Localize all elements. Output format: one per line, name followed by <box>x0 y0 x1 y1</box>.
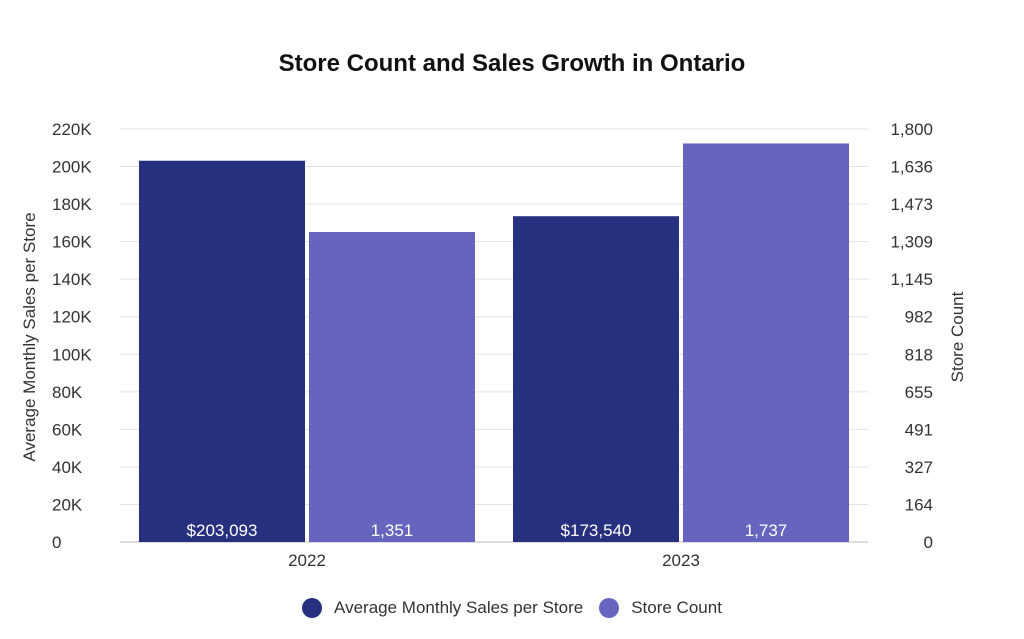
axis-ticks: 0 0 20K 164 40K 327 60K 491 80K 655 100K 818 120K 982… <box>52 120 933 570</box>
y-tick-label: 60K <box>52 420 83 439</box>
data-label: 1,737 <box>745 521 788 540</box>
y2-axis-title: Store Count <box>948 291 967 382</box>
y-tick-label: 120K <box>52 308 92 327</box>
data-label: 1,351 <box>371 521 414 540</box>
bar-sales-2022[interactable] <box>139 160 305 542</box>
data-label: $203,093 <box>187 521 258 540</box>
y-tick-label: 100K <box>52 345 92 364</box>
bar-store-count-2022[interactable] <box>309 232 475 542</box>
x-tick-label: 2023 <box>662 551 700 570</box>
y-tick-label: 40K <box>52 458 83 477</box>
bar-sales-2023[interactable] <box>513 216 679 543</box>
y-tick-label: 220K <box>52 120 92 139</box>
data-labels: $203,093 1,351 $173,540 1,737 <box>187 521 788 540</box>
data-label: $173,540 <box>561 521 632 540</box>
bar-store-count-2023[interactable] <box>683 143 849 542</box>
y-tick-label: 0 <box>52 533 61 552</box>
legend-item-store-count[interactable]: Store Count <box>599 598 722 618</box>
y-axis-title: Average Monthly Sales per Store <box>20 212 39 461</box>
y-tick-label: 200K <box>52 158 92 177</box>
y2-tick-label: 164 <box>905 495 933 514</box>
y-tick-label: 80K <box>52 383 83 402</box>
y2-tick-label: 1,309 <box>890 233 933 252</box>
legend-item-sales[interactable]: Average Monthly Sales per Store <box>302 598 583 618</box>
y2-tick-label: 1,145 <box>890 270 933 289</box>
chart-title: Store Count and Sales Growth in Ontario <box>278 50 746 77</box>
y2-tick-label: 655 <box>905 383 933 402</box>
y2-tick-label: 982 <box>905 308 933 327</box>
y2-tick-label: 327 <box>905 458 933 477</box>
legend-swatch-sales <box>302 598 323 618</box>
legend-swatch-store-count <box>599 598 620 618</box>
y-tick-label: 20K <box>52 495 83 514</box>
y2-tick-label: 1,800 <box>890 120 933 139</box>
y2-tick-label: 818 <box>905 345 933 364</box>
y2-tick-label: 0 <box>924 533 933 552</box>
y2-tick-label: 1,473 <box>890 195 933 214</box>
y-tick-label: 160K <box>52 233 92 252</box>
y-tick-label: 140K <box>52 270 92 289</box>
y-tick-label: 180K <box>52 195 92 214</box>
legend: Average Monthly Sales per Store Store Co… <box>0 598 1024 618</box>
legend-label-store-count: Store Count <box>631 598 722 617</box>
legend-label-sales: Average Monthly Sales per Store <box>334 598 584 617</box>
bars <box>139 143 849 543</box>
y2-tick-label: 1,636 <box>890 158 933 177</box>
y2-tick-label: 491 <box>905 420 933 439</box>
x-tick-label: 2022 <box>288 551 326 570</box>
